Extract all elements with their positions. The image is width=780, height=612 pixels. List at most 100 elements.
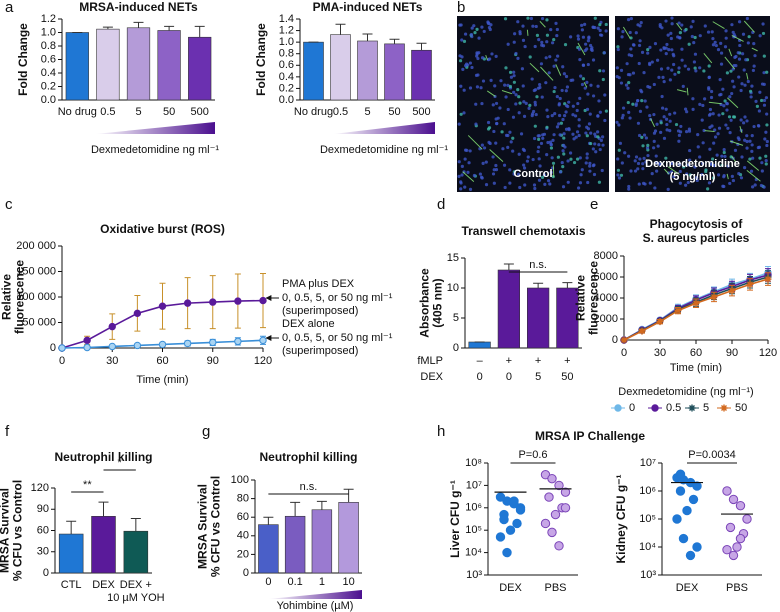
cell: [764, 162, 768, 166]
error-bar: [335, 23, 346, 35]
cell: [693, 52, 698, 56]
cell: [597, 99, 601, 103]
cell: [636, 121, 641, 125]
cell: [636, 167, 640, 171]
cell: [585, 80, 589, 84]
y-axis-label: MRSA Survival: [0, 488, 12, 573]
point: [158, 340, 167, 349]
cell: [460, 38, 464, 42]
cell: [743, 83, 747, 87]
x-tick-label: 120: [759, 347, 777, 359]
cell: [577, 118, 581, 122]
y-tick-label: 1.4: [279, 13, 294, 25]
cell: [492, 168, 496, 172]
cell: [731, 79, 735, 83]
chart-title: S. aureus particles: [643, 231, 750, 245]
y-tick-label: 20: [237, 548, 249, 560]
cell: [487, 25, 492, 30]
y-axis-label: Kidney CFU g⁻¹: [614, 474, 628, 563]
cell: [523, 183, 527, 187]
cell: [589, 131, 593, 135]
cell: [657, 75, 661, 79]
cell: [742, 121, 746, 125]
cell: [672, 175, 676, 179]
cell: [467, 161, 471, 165]
cell: [669, 170, 674, 174]
table-cell: –: [477, 355, 484, 367]
cell: [664, 52, 668, 56]
cell: [536, 86, 541, 90]
cell: [726, 126, 730, 130]
cell: [636, 99, 640, 103]
cell: [536, 134, 540, 138]
x-axis-label: Dexmedetomidine ng ml⁻¹: [91, 144, 219, 156]
cell: [462, 39, 467, 43]
bar: [96, 28, 120, 101]
cell: [707, 87, 711, 91]
bar: [65, 32, 89, 101]
dose-wedge: [268, 590, 362, 599]
bar: [58, 533, 84, 574]
cell: [678, 169, 682, 174]
cell: [541, 136, 545, 140]
cell: [589, 43, 593, 48]
cell: [696, 133, 700, 137]
point: [544, 492, 554, 502]
cell: [626, 100, 630, 105]
cell: [659, 121, 663, 125]
cell: [626, 86, 630, 90]
cell: [571, 78, 575, 82]
cell: [521, 84, 525, 88]
point: [108, 322, 116, 331]
cell: [722, 175, 726, 179]
cell: [764, 158, 768, 163]
cell: [730, 174, 734, 178]
cell: [743, 166, 747, 170]
cell: [601, 69, 606, 73]
cell: [686, 180, 690, 185]
y-axis-label: fluorescence: [13, 260, 27, 334]
cell: [574, 135, 578, 139]
cell: [540, 43, 544, 47]
cell: [616, 157, 620, 161]
point: [710, 293, 718, 301]
cell: [666, 66, 670, 70]
cell: [597, 180, 602, 184]
cell: [678, 181, 682, 185]
cell: [599, 138, 603, 142]
cell: [593, 16, 597, 20]
cell: [504, 133, 509, 137]
cell: [765, 123, 769, 127]
cell: [596, 130, 600, 134]
cell: [677, 162, 682, 166]
legend-label: 50: [735, 402, 747, 414]
cell: [693, 35, 697, 40]
cell: [704, 170, 708, 174]
cell: [728, 181, 732, 186]
cell: [533, 124, 537, 128]
cell: [555, 94, 559, 99]
cell: [687, 129, 692, 133]
cell: [763, 137, 767, 141]
cell: [718, 78, 722, 82]
y-tick-label: 60: [37, 524, 49, 536]
cell: [692, 60, 697, 64]
cell: [521, 38, 526, 42]
cell: [637, 43, 642, 48]
bar: [311, 509, 333, 574]
cell: [578, 156, 582, 160]
cell: [677, 133, 682, 137]
cell: [677, 66, 681, 70]
point: [560, 503, 571, 513]
cell: [532, 136, 537, 141]
cell: [603, 118, 607, 123]
x-tick-label: 120: [254, 355, 272, 367]
cell: [664, 107, 668, 111]
cell: [462, 88, 466, 92]
cell: [687, 163, 691, 167]
cell: [517, 95, 521, 99]
cell: [668, 112, 672, 116]
cell: [641, 162, 645, 166]
cell: [533, 88, 538, 92]
cell: [457, 160, 461, 164]
